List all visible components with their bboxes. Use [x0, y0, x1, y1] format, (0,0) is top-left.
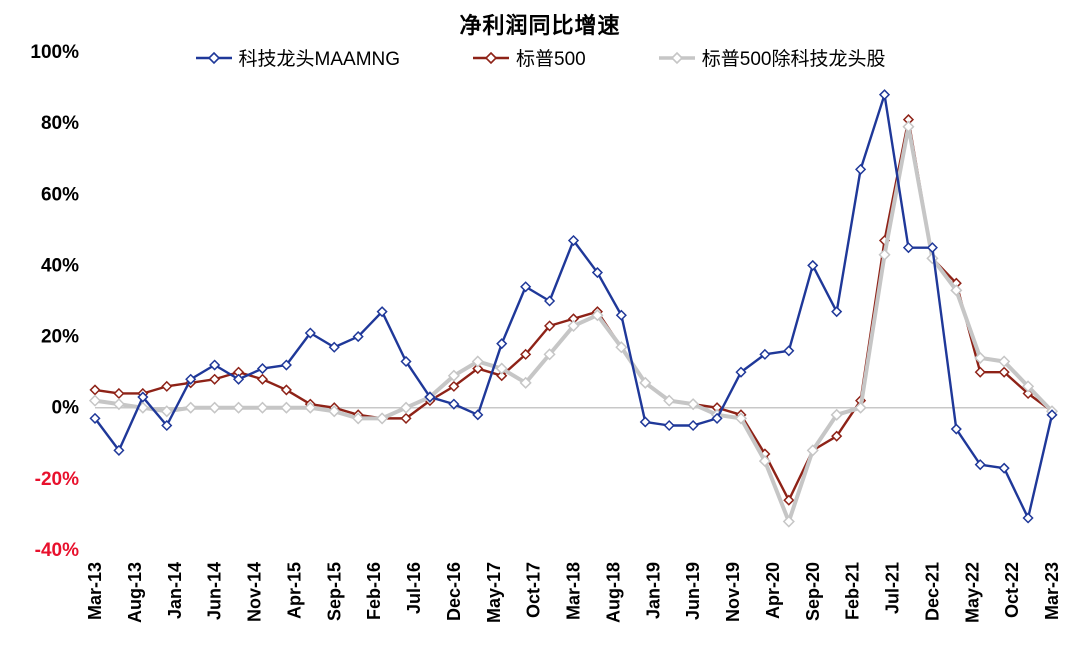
svg-text:Oct-17: Oct-17	[524, 562, 544, 618]
chart-legend: 科技龙头MAAMNG 标普500 标普500除科技龙头股	[0, 44, 1080, 71]
svg-text:Aug-18: Aug-18	[603, 562, 623, 623]
svg-text:Jun-19: Jun-19	[683, 562, 703, 620]
svg-text:May-17: May-17	[484, 562, 504, 623]
svg-text:Nov-19: Nov-19	[723, 562, 743, 622]
legend-marker-icon	[658, 51, 695, 64]
svg-text:Dec-16: Dec-16	[444, 562, 464, 621]
svg-text:0%: 0%	[52, 398, 80, 419]
svg-text:May-22: May-22	[962, 562, 982, 623]
legend-item-sp500: 标普500	[472, 44, 586, 71]
svg-text:Mar-18: Mar-18	[564, 562, 584, 620]
svg-text:Dec-21: Dec-21	[922, 562, 942, 621]
legend-label: 标普500除科技龙头股	[701, 49, 886, 70]
legend-label: 标普500	[516, 49, 586, 70]
svg-text:20%: 20%	[41, 327, 79, 348]
legend-marker-icon	[473, 51, 510, 64]
legend-label: 科技龙头MAAMNG	[238, 49, 401, 70]
legend-marker-icon	[195, 51, 232, 64]
legend-item-maamng: 科技龙头MAAMNG	[195, 44, 401, 71]
svg-text:Sep-15: Sep-15	[324, 562, 344, 621]
svg-text:Mar-13: Mar-13	[85, 562, 105, 620]
svg-text:-40%: -40%	[35, 540, 79, 561]
svg-text:Sep-20: Sep-20	[803, 562, 823, 621]
svg-text:40%: 40%	[41, 255, 79, 276]
svg-text:100%: 100%	[30, 42, 79, 63]
svg-text:Nov-14: Nov-14	[245, 562, 265, 622]
legend-item-sp500-ex-tech: 标普500除科技龙头股	[658, 44, 886, 71]
svg-text:Mar-23: Mar-23	[1042, 562, 1062, 620]
svg-text:Apr-20: Apr-20	[763, 562, 783, 619]
svg-text:Feb-21: Feb-21	[843, 562, 863, 620]
svg-text:Apr-15: Apr-15	[284, 562, 304, 619]
svg-text:Feb-16: Feb-16	[364, 562, 384, 620]
svg-text:Jul-16: Jul-16	[404, 562, 424, 614]
svg-text:-20%: -20%	[35, 469, 79, 490]
svg-text:Jun-14: Jun-14	[205, 562, 225, 620]
svg-text:Jan-14: Jan-14	[165, 562, 185, 619]
svg-text:Jan-19: Jan-19	[643, 562, 663, 619]
svg-text:Aug-13: Aug-13	[125, 562, 145, 623]
svg-text:60%: 60%	[41, 184, 79, 205]
chart-title: 净利润同比增速	[459, 13, 621, 38]
svg-text:80%: 80%	[41, 113, 79, 134]
svg-text:Jul-21: Jul-21	[883, 562, 903, 614]
svg-text:Oct-22: Oct-22	[1002, 562, 1022, 618]
